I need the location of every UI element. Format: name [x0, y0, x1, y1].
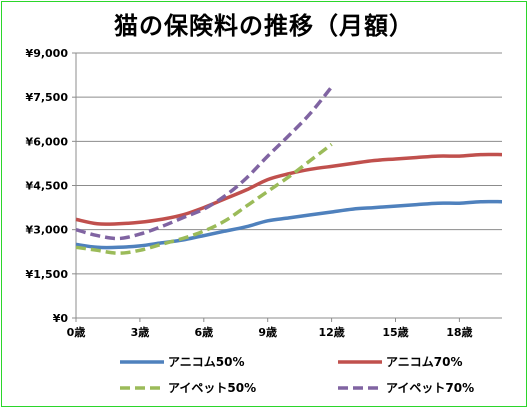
y-tick-label: ¥4,500 — [26, 180, 69, 193]
legend-label: アイペット50% — [168, 381, 256, 395]
legend-label: アニコム50% — [168, 355, 244, 369]
legend-label: アイペット70% — [386, 381, 474, 395]
series-line-3 — [75, 142, 333, 255]
y-tick-label: ¥3,000 — [26, 224, 69, 237]
x-tick-label: 6歳 — [194, 325, 213, 339]
legend-label: アニコム70% — [386, 355, 462, 369]
series-line-2 — [75, 152, 503, 226]
y-tick-label: ¥9,000 — [26, 47, 69, 60]
chart-title: 猫の保険料の推移（月額） — [114, 12, 414, 40]
y-tick-label: ¥0 — [53, 312, 69, 325]
series-line-4 — [75, 85, 333, 241]
x-tick-labels: 0歳 3歳 6歳 9歳 12歳 15歳 18歳 — [67, 325, 473, 339]
series-line-1 — [75, 199, 503, 250]
legend: アニコム50% アニコム70% アイペット50% アイペット70% — [120, 355, 474, 395]
y-tick-label: ¥6,000 — [26, 135, 69, 148]
y-tick-labels: ¥0 ¥1,500 ¥3,000 ¥4,500 ¥6,000 ¥7,500 ¥9,000 — [26, 47, 69, 325]
y-tick-label: ¥1,500 — [26, 268, 69, 281]
x-tick-label: 15歳 — [382, 325, 408, 339]
y-tick-label: ¥7,500 — [26, 91, 69, 104]
gridlines — [76, 52, 502, 275]
x-tick-label: 18歳 — [446, 325, 472, 339]
series-lines — [75, 85, 503, 255]
x-tick-label: 12歳 — [318, 325, 344, 339]
x-tick-label: 3歳 — [131, 325, 150, 339]
x-tick-label: 0歳 — [67, 325, 86, 339]
axes — [72, 52, 502, 322]
x-tick-label: 9歳 — [258, 325, 277, 339]
